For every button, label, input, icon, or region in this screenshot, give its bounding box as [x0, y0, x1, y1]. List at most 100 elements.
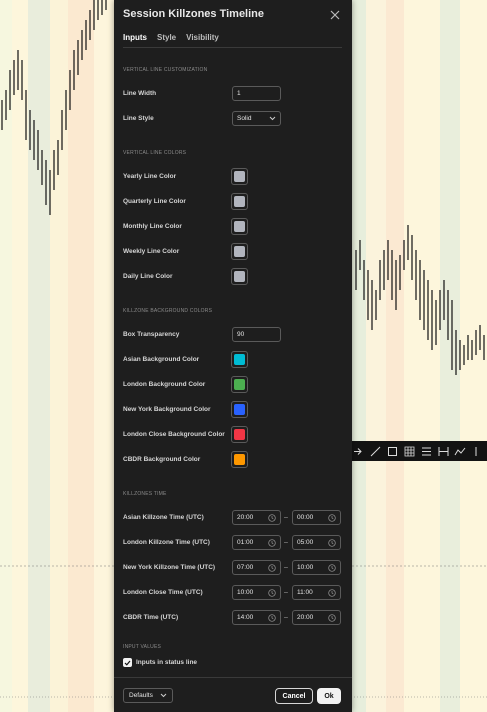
- color-chip: [234, 246, 245, 257]
- tab-style[interactable]: Style: [157, 33, 177, 42]
- london-close-time-label: London Close Time (UTC): [123, 589, 203, 596]
- tool-grid[interactable]: [402, 444, 417, 459]
- candlestick-series: [1, 0, 485, 375]
- tool-more[interactable]: [470, 444, 485, 459]
- clock-icon: [268, 563, 276, 572]
- london-background-color-label: London Background Color: [123, 381, 206, 388]
- asian-killzone-end-input[interactable]: 00:00: [292, 510, 341, 525]
- clock-icon: [268, 513, 276, 522]
- tool-arrow[interactable]: [351, 444, 366, 459]
- color-chip: [234, 429, 245, 440]
- color-chip: [234, 271, 245, 282]
- fib-icon: [438, 446, 449, 456]
- tool-lines[interactable]: [419, 444, 434, 459]
- time-value: 01:00: [237, 539, 254, 546]
- tool-rectangle[interactable]: [385, 444, 400, 459]
- time-value: 20:00: [297, 614, 314, 621]
- line-width-input[interactable]: 1: [232, 86, 281, 101]
- section-heading-line-customization: VERTICAL LINE CUSTOMIZATION: [123, 67, 208, 73]
- section-heading-killzones-time: KILLZONES TIME: [123, 491, 167, 497]
- section-heading-line-colors: VERTICAL LINE COLORS: [123, 150, 187, 156]
- new-york-killzone-time-label: New York Killzone Time (UTC): [123, 564, 216, 571]
- box-transparency-label: Box Transparency: [123, 331, 180, 338]
- clock-icon: [328, 563, 336, 572]
- dialog-title: Session Killzones Timeline: [123, 8, 265, 20]
- inputs-panel: VERTICAL LINE CUSTOMIZATION Line Width 1…: [114, 48, 352, 678]
- cbdr-end-input[interactable]: 20:00: [292, 610, 341, 625]
- daily-line-color-swatch[interactable]: [231, 268, 248, 285]
- daily-line-color-label: Daily Line Color: [123, 273, 173, 280]
- asian-background-color-swatch[interactable]: [231, 351, 248, 368]
- tab-visibility[interactable]: Visibility: [186, 33, 219, 42]
- color-chip: [234, 171, 245, 182]
- more-icon: [475, 446, 477, 456]
- new-york-background-color-swatch[interactable]: [231, 401, 248, 418]
- cancel-button[interactable]: Cancel: [275, 688, 313, 704]
- tool-path[interactable]: [453, 444, 468, 459]
- checkmark-icon: [124, 660, 131, 666]
- cbdr-start-input[interactable]: 14:00: [232, 610, 281, 625]
- asian-killzone-start-input[interactable]: 20:00: [232, 510, 281, 525]
- time-value: 10:00: [237, 589, 254, 596]
- time-value: 10:00: [297, 564, 314, 571]
- settings-dialog: Session Killzones Timeline Inputs Style …: [114, 0, 352, 712]
- monthly-line-color-label: Monthly Line Color: [123, 223, 182, 230]
- line-style-label: Line Style: [123, 115, 154, 122]
- yearly-line-color-swatch[interactable]: [231, 168, 248, 185]
- london-close-background-color-swatch[interactable]: [231, 426, 248, 443]
- cbdr-background-color-swatch[interactable]: [231, 451, 248, 468]
- color-chip: [234, 196, 245, 207]
- line-style-select[interactable]: Solid: [232, 111, 281, 126]
- time-value: 00:00: [297, 514, 314, 521]
- new-york-background-color-label: New York Background Color: [123, 406, 211, 413]
- london-background-color-swatch[interactable]: [231, 376, 248, 393]
- tool-fib[interactable]: [436, 444, 451, 459]
- weekly-line-color-swatch[interactable]: [231, 243, 248, 260]
- yearly-line-color-label: Yearly Line Color: [123, 173, 177, 180]
- color-chip: [234, 404, 245, 415]
- tab-inputs[interactable]: Inputs: [123, 33, 147, 48]
- drawing-toolbar: [348, 441, 487, 461]
- asian-killzone-time-label: Asian Killzone Time (UTC): [123, 514, 204, 521]
- chevron-down-icon: [269, 116, 276, 121]
- clock-icon: [328, 538, 336, 547]
- tool-trend-line[interactable]: [368, 444, 383, 459]
- inputs-in-status-line-checkbox[interactable]: [123, 658, 132, 667]
- new-york-killzone-start-input[interactable]: 07:00: [232, 560, 281, 575]
- color-chip: [234, 354, 245, 365]
- inputs-in-status-line-row[interactable]: Inputs in status line: [123, 658, 197, 667]
- lines-icon: [422, 447, 431, 455]
- time-value: 07:00: [237, 564, 254, 571]
- color-chip: [234, 379, 245, 390]
- london-killzone-start-input[interactable]: 01:00: [232, 535, 281, 550]
- weekly-line-color-label: Weekly Line Color: [123, 248, 180, 255]
- cbdr-time-label: CBDR Time (UTC): [123, 614, 179, 621]
- color-chip: [234, 454, 245, 465]
- defaults-dropdown[interactable]: Defaults: [123, 688, 173, 703]
- chevron-down-icon: [160, 693, 167, 698]
- line-width-label: Line Width: [123, 90, 157, 97]
- clock-icon: [328, 588, 336, 597]
- section-heading-background-colors: KILLZONE BACKGROUND COLORS: [123, 308, 213, 314]
- clock-icon: [328, 613, 336, 622]
- range-separator: –: [284, 514, 288, 521]
- ok-button[interactable]: Ok: [317, 688, 341, 704]
- quarterly-line-color-swatch[interactable]: [231, 193, 248, 210]
- london-close-end-input[interactable]: 11:00: [292, 585, 341, 600]
- close-icon[interactable]: [329, 9, 341, 21]
- color-chip: [234, 221, 245, 232]
- london-killzone-end-input[interactable]: 05:00: [292, 535, 341, 550]
- range-separator: –: [284, 614, 288, 621]
- section-heading-input-values: INPUT VALUES: [123, 644, 162, 650]
- box-transparency-input[interactable]: 90: [232, 327, 281, 342]
- inputs-in-status-line-label: Inputs in status line: [136, 659, 198, 666]
- grid-icon: [404, 446, 415, 456]
- clock-icon: [268, 613, 276, 622]
- london-close-start-input[interactable]: 10:00: [232, 585, 281, 600]
- clock-icon: [268, 588, 276, 597]
- monthly-line-color-swatch[interactable]: [231, 218, 248, 235]
- footer-divider: [114, 677, 352, 678]
- range-separator: –: [284, 539, 288, 546]
- new-york-killzone-end-input[interactable]: 10:00: [292, 560, 341, 575]
